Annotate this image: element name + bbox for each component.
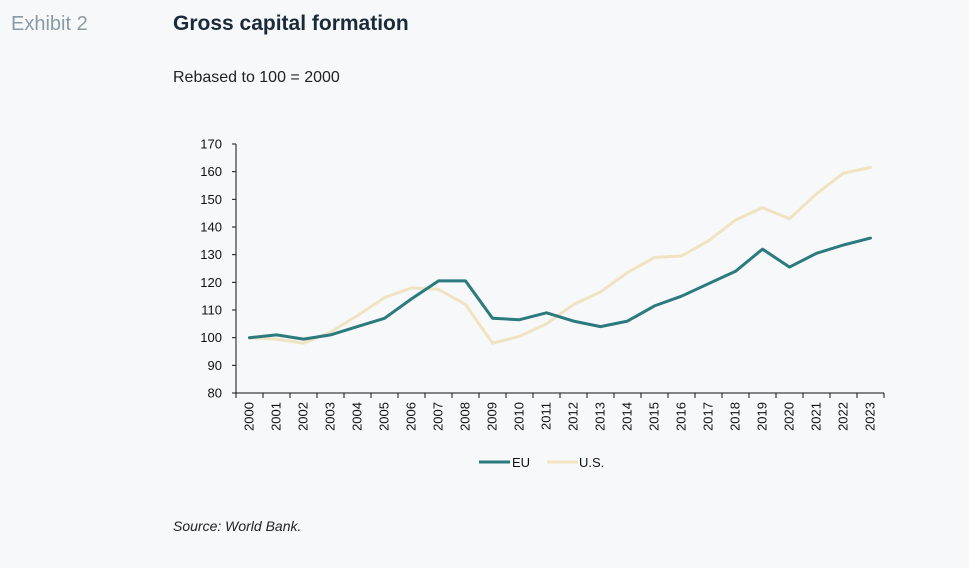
- y-tick-label: 90: [208, 358, 222, 373]
- y-tick-label: 110: [201, 303, 222, 318]
- y-tick-label: 160: [200, 164, 222, 179]
- x-tick-label: 2018: [728, 402, 743, 431]
- y-tick-label: 150: [200, 192, 222, 207]
- x-tick-label: 2012: [566, 402, 581, 431]
- x-tick-label: 2001: [269, 402, 284, 431]
- x-tick-label: 2003: [323, 402, 338, 431]
- chart-subtitle: Rebased to 100 = 2000: [173, 69, 340, 86]
- x-tick-label: 2017: [701, 402, 716, 431]
- y-tick-label: 80: [208, 386, 222, 401]
- y-tick-label: 170: [200, 137, 222, 152]
- x-tick-label: 2004: [350, 402, 365, 431]
- x-tick-label: 2013: [593, 402, 608, 431]
- x-tick-label: 2009: [485, 402, 500, 431]
- x-tick-label: 2021: [809, 402, 824, 431]
- x-tick-label: 2016: [674, 402, 689, 431]
- x-tick-label: 2022: [836, 402, 851, 431]
- x-tick-label: 2010: [512, 402, 527, 431]
- y-tick-label: 100: [200, 330, 222, 345]
- x-tick-label: 2023: [863, 402, 878, 431]
- x-tick-label: 2000: [242, 402, 257, 431]
- x-tick-label: 2019: [755, 402, 770, 431]
- legend-label-us: U.S.: [579, 455, 604, 470]
- source-note: Source: World Bank.: [173, 518, 302, 534]
- x-tick-label: 2008: [458, 402, 473, 431]
- x-tick-label: 2005: [377, 402, 392, 431]
- y-tick-label: 140: [200, 220, 222, 235]
- chart-title: Gross capital formation: [173, 12, 409, 35]
- legend-label-eu: EU: [512, 455, 530, 470]
- exhibit-label: Exhibit 2: [11, 13, 88, 35]
- x-tick-label: 2020: [782, 402, 797, 431]
- x-tick-label: 2011: [539, 402, 554, 430]
- series-line-eu: [248, 236, 872, 341]
- x-tick-label: 2002: [296, 402, 311, 431]
- y-tick-label: 120: [200, 275, 222, 290]
- x-tick-label: 2006: [404, 402, 419, 431]
- y-tick-label: 130: [200, 247, 222, 262]
- x-tick-label: 2007: [431, 402, 446, 431]
- series-line-us: [248, 166, 872, 345]
- x-tick-label: 2014: [620, 402, 635, 431]
- x-tick-label: 2015: [647, 402, 662, 431]
